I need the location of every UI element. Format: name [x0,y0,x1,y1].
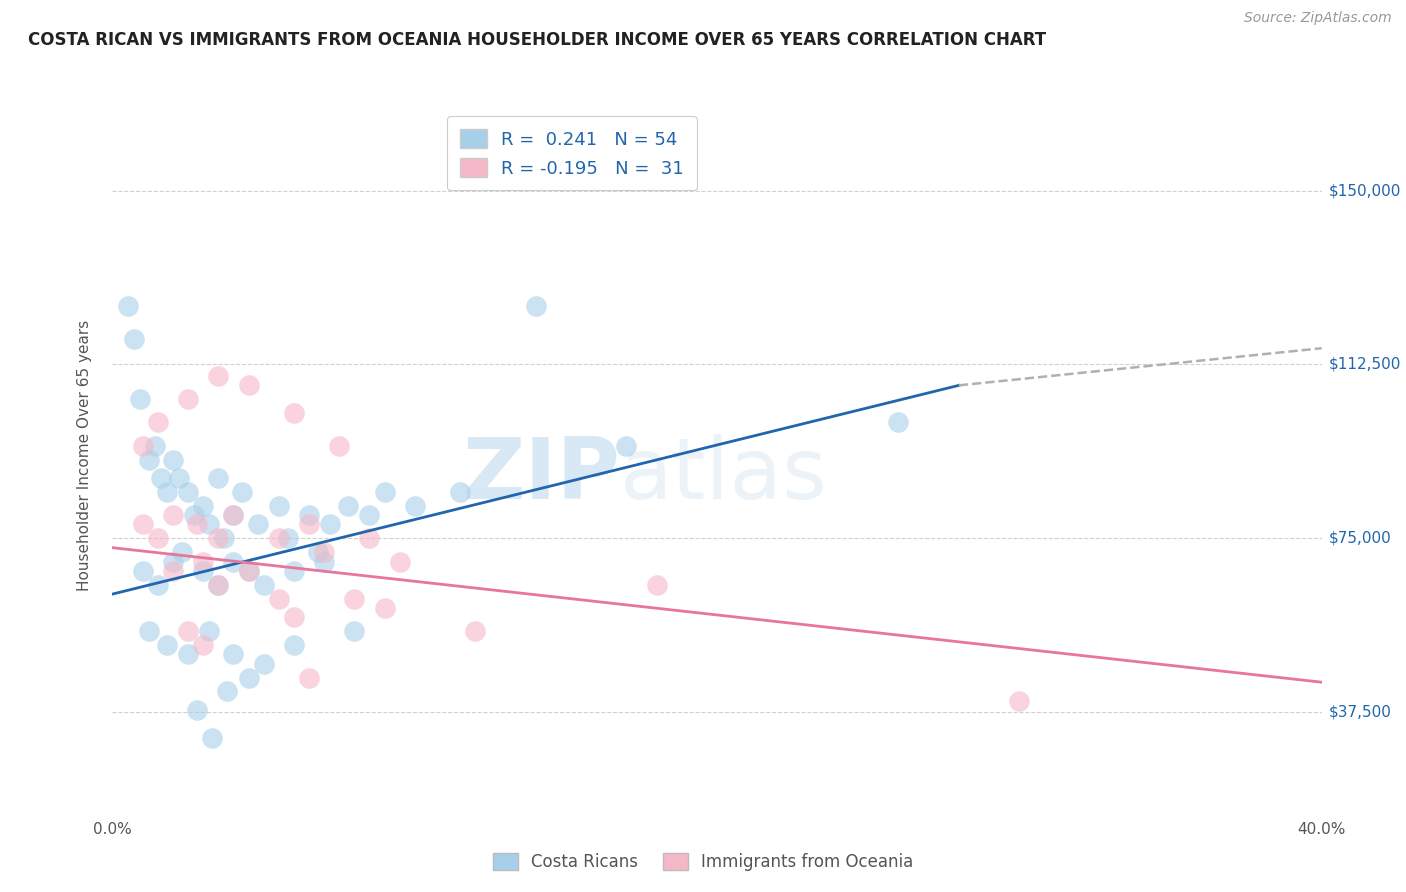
Point [162,508,184,523]
Text: $150,000: $150,000 [1329,183,1400,198]
Point [1008,694,1031,708]
Point [191,499,215,513]
Point [162,452,184,467]
Point [222,555,245,569]
Point [283,638,305,652]
Legend: R =  0.241   N = 54, R = -0.195   N =  31: R = 0.241 N = 54, R = -0.195 N = 31 [447,116,697,190]
Point [122,332,145,346]
Point [132,517,155,532]
Point [231,485,253,500]
Point [167,471,190,485]
Point [138,452,160,467]
Point [298,517,321,532]
Point [238,564,260,578]
Text: $75,000: $75,000 [1329,531,1392,546]
Point [267,499,290,513]
Point [298,508,321,523]
Point [207,532,229,546]
Point [207,369,229,384]
Point [645,578,668,592]
Point [138,624,160,639]
Point [170,545,193,559]
Point [191,638,215,652]
Point [267,532,290,546]
Point [238,564,260,578]
Point [183,508,205,523]
Point [307,545,329,559]
Point [156,485,179,500]
Point [253,657,276,671]
Point [524,300,547,314]
Point [198,624,221,639]
Point [374,601,396,615]
Y-axis label: Householder Income Over 65 years: Householder Income Over 65 years [77,319,91,591]
Point [201,731,224,745]
Point [162,564,184,578]
Text: COSTA RICAN VS IMMIGRANTS FROM OCEANIA HOUSEHOLDER INCOME OVER 65 YEARS CORRELAT: COSTA RICAN VS IMMIGRANTS FROM OCEANIA H… [28,31,1046,49]
Point [328,439,350,453]
Text: $37,500: $37,500 [1329,705,1392,720]
Point [207,578,229,592]
Point [246,517,269,532]
Point [177,624,200,639]
Point [149,471,172,485]
Point [238,378,260,392]
Point [132,564,155,578]
Point [156,638,179,652]
Point [146,578,169,592]
Point [191,564,215,578]
Point [222,508,245,523]
Point [283,406,305,420]
Point [616,439,638,453]
Point [214,532,236,546]
Point [314,545,336,559]
Text: ZIP: ZIP [463,434,620,517]
Point [222,508,245,523]
Point [319,517,342,532]
Point [162,555,184,569]
Text: 0.0%: 0.0% [93,822,132,837]
Point [887,416,910,430]
Point [449,485,471,500]
Point [146,416,169,430]
Point [222,648,245,662]
Point [277,532,299,546]
Point [359,508,381,523]
Point [177,485,200,500]
Point [298,671,321,685]
Point [186,517,208,532]
Point [117,300,139,314]
Text: atlas: atlas [620,434,828,517]
Point [207,578,229,592]
Point [283,564,305,578]
Point [186,703,208,717]
Point [128,392,150,407]
Point [343,591,366,606]
Point [198,517,221,532]
Text: $112,500: $112,500 [1329,357,1400,372]
Point [374,485,396,500]
Text: 40.0%: 40.0% [1298,822,1346,837]
Point [253,578,276,592]
Point [207,471,229,485]
Point [404,499,426,513]
Point [337,499,360,513]
Point [359,532,381,546]
Point [217,684,239,698]
Point [314,555,336,569]
Point [267,591,290,606]
Point [143,439,166,453]
Point [238,671,260,685]
Point [343,624,366,639]
Point [177,392,200,407]
Point [464,624,486,639]
Point [177,648,200,662]
Point [191,555,215,569]
Text: Source: ZipAtlas.com: Source: ZipAtlas.com [1244,12,1392,25]
Point [132,439,155,453]
Point [388,555,411,569]
Point [146,532,169,546]
Legend: Costa Ricans, Immigrants from Oceania: Costa Ricans, Immigrants from Oceania [484,845,922,880]
Point [283,610,305,624]
